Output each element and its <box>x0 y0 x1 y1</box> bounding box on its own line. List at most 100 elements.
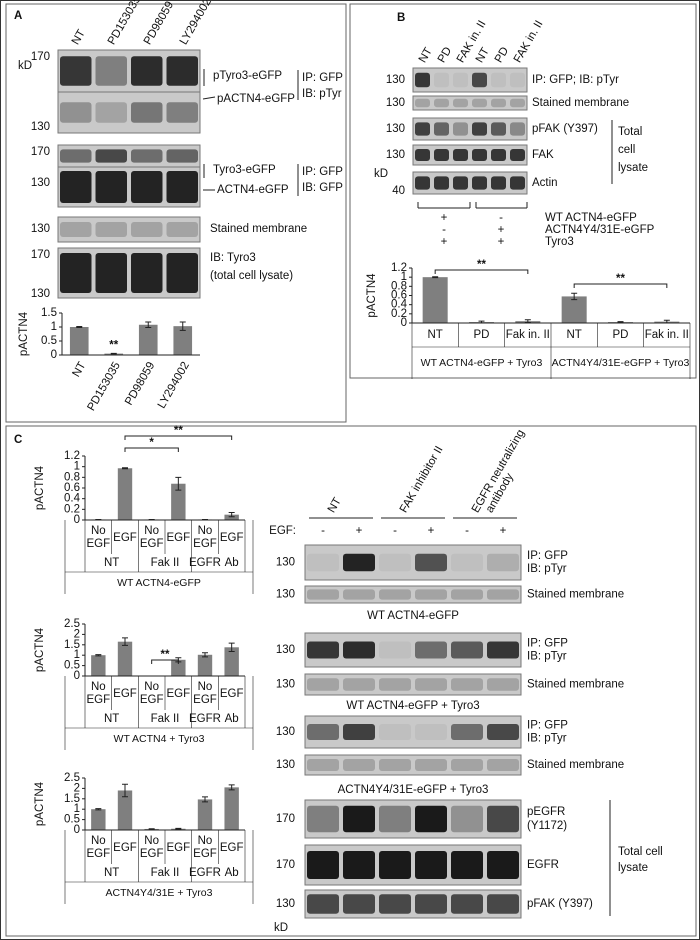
band <box>451 851 483 879</box>
y-tick-label: 1 <box>401 271 407 283</box>
x-tick-label: No EGF <box>193 681 217 706</box>
blot <box>412 171 528 195</box>
lane-label: PD <box>436 45 454 65</box>
band <box>415 759 447 771</box>
blot-caption: WT ACTN4-eGFP + Tyro3 <box>346 700 479 712</box>
band <box>491 98 506 108</box>
bar <box>561 296 587 323</box>
band <box>487 805 519 833</box>
group-label: Ab <box>225 557 239 569</box>
sign: - <box>393 525 397 537</box>
band <box>131 171 163 203</box>
band <box>343 641 375 659</box>
error-bar <box>76 325 83 329</box>
error-bar <box>228 512 235 518</box>
error-bar <box>175 476 182 491</box>
significance: ** <box>161 649 170 661</box>
band <box>510 72 525 88</box>
significance-bracket <box>124 447 179 452</box>
kd-label: kD <box>274 922 288 934</box>
ip-label: IP: GFP <box>302 166 343 178</box>
x-tick-label: No EGF <box>193 525 217 550</box>
y-tick-label: 2 <box>74 782 80 794</box>
row-label: FAK <box>532 149 554 161</box>
x-tick-label: LY294002 <box>156 360 192 411</box>
group-label-box: ACTN4Y4/31E-eGFP + Tyro3 <box>552 357 690 369</box>
band <box>379 641 411 659</box>
condition-label: Tyro3 <box>545 236 574 248</box>
band <box>166 56 198 86</box>
band <box>379 724 411 740</box>
chart-caption: ACTN4Y4/31E + Tyro3 <box>105 887 213 899</box>
x-tick-label: No EGF <box>193 835 217 860</box>
ip-label: IP: GFP <box>302 72 343 84</box>
x-tick-label-box: EGF <box>166 531 191 544</box>
chart-caption-box: WT ACTN4-eGFP <box>117 577 201 589</box>
band <box>343 678 375 691</box>
y-tick-label: 0.8 <box>64 471 80 483</box>
mw-label: 130 <box>31 288 50 300</box>
y-tick-label: 1.5 <box>64 793 80 805</box>
significance: ** <box>477 259 486 271</box>
x-tick-label: EGF <box>166 531 191 544</box>
band <box>451 553 483 572</box>
band <box>166 253 198 293</box>
band <box>415 805 447 833</box>
band-label: ACTN4-eGFP <box>217 184 289 196</box>
x-tick-label: EGF <box>113 687 137 700</box>
blot <box>304 632 522 668</box>
row-label: IP: GFP <box>527 720 568 732</box>
band <box>415 149 430 161</box>
y-tick-label: 2.5 <box>64 772 80 784</box>
error-bar <box>228 642 235 652</box>
row-label: IB: pTyr <box>527 733 567 745</box>
y-tick-label: 0.6 <box>391 290 407 302</box>
band <box>434 72 449 88</box>
x-tick-label-box: No EGF <box>140 681 164 706</box>
group-label: EGFR <box>189 867 221 879</box>
row-label: (total cell lysate) <box>210 270 293 282</box>
band-label: Tyro3-eGFP <box>213 164 276 176</box>
blot <box>57 91 201 134</box>
chart-caption: WT ACTN4-eGFP <box>117 577 201 589</box>
x-tick-label: EGF <box>166 687 191 700</box>
band <box>379 678 411 691</box>
y-tick-label: 1 <box>74 461 80 473</box>
y-tick-label: 2.5 <box>64 618 80 630</box>
significance: ** <box>174 425 183 437</box>
row-label: IB: Tyro3 <box>210 252 256 264</box>
band <box>451 894 483 914</box>
bar <box>224 514 239 520</box>
mw-label: 130 <box>276 644 295 656</box>
band <box>453 122 468 136</box>
band <box>472 98 487 108</box>
band <box>415 72 430 88</box>
band <box>434 149 449 161</box>
significance-bracket <box>573 283 668 288</box>
x-tick-label-box: No EGF <box>193 681 217 706</box>
bar <box>138 324 158 355</box>
band <box>415 678 447 691</box>
lysate-label: Total cell <box>618 846 663 858</box>
error-bar <box>617 321 624 324</box>
band <box>343 553 375 572</box>
x-tick-label-box: No EGF <box>87 525 111 550</box>
band <box>166 222 198 237</box>
error-bar <box>110 352 117 355</box>
y-tick-label: 1 <box>51 321 57 333</box>
x-tick-label: Fak in. II <box>506 329 550 341</box>
sign: + <box>356 525 363 537</box>
band <box>472 122 487 136</box>
band <box>451 589 483 600</box>
chart-caption: WT ACTN4 + Tyro3 <box>113 733 205 745</box>
sign: - <box>442 224 446 236</box>
band <box>131 149 163 163</box>
row-label: Stained membrane <box>527 589 624 601</box>
bar <box>224 787 239 830</box>
arrow <box>202 96 216 100</box>
significance: ** <box>109 339 118 351</box>
lysate-label: Total <box>618 126 642 138</box>
error-bar <box>122 637 128 646</box>
band <box>451 759 483 771</box>
mw-label: 130 <box>276 726 295 738</box>
